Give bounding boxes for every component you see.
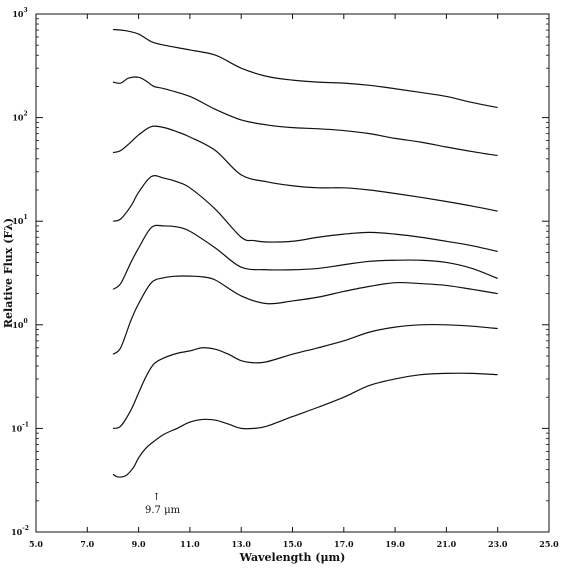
y-tick-exponent: 0 [23,318,27,325]
x-tick-label: 15.0 [283,539,303,549]
y-tick-exponent: 1 [23,214,27,221]
y-axis-title: Relative Flux (Fλ) [2,218,15,328]
series-line-6 [112,275,498,355]
y-tick-exponent: 2 [23,111,27,118]
x-tick-label: 25.0 [539,539,559,549]
x-tick-label: 13.0 [231,539,251,549]
x-axis: 5.0 7.0 9.0 11.0 13.0 15.0 17.0 19.0 21.0 23.0 25.… [29,14,559,549]
y-tick-label: 100 [12,318,27,330]
y-tick-base: 10 [11,423,23,433]
x-tick-label: 5.0 [29,539,43,549]
x-tick-label: 17.0 [334,539,354,549]
y-tick-label: 10-1 [11,421,29,433]
series-line-1 [112,28,498,109]
x-tick-label: 21.0 [437,539,457,549]
series-line-4 [112,175,498,253]
series-line-5 [112,224,498,290]
x-axis-title: Wavelength (μm) [239,551,346,564]
y-tick-base: 10 [12,113,24,123]
x-tick-label: 9.0 [132,539,146,549]
series-line-7 [112,323,498,429]
annotation-label: 9.7 μm [145,505,181,516]
series-layer [112,28,498,478]
y-tick-base: 10 [12,216,24,226]
plot-frame [35,13,550,533]
x-tick-label: 7.0 [80,539,94,549]
y-tick-label: 103 [12,7,27,19]
x-tick-label: 19.0 [385,539,405,549]
y-tick-label: 102 [12,111,27,123]
y-tick-base: 10 [11,527,23,537]
annotation: ↑ 9.7 μm [145,492,181,516]
x-tick-label: 11.0 [180,539,200,549]
y-tick-label: 10-2 [11,525,29,537]
y-tick-exponent: 3 [23,7,27,14]
series-line-3 [112,125,498,212]
series-line-2 [112,76,498,157]
series-line-8 [112,372,498,478]
y-tick-exponent: -1 [22,421,29,428]
y-tick-exponent: -2 [22,525,29,532]
y-tick-label: 101 [12,214,27,226]
x-tick-label: 23.0 [488,539,508,549]
annotation-arrow: ↑ [152,492,160,503]
y-tick-base: 10 [12,320,24,330]
y-tick-base: 10 [12,9,24,19]
